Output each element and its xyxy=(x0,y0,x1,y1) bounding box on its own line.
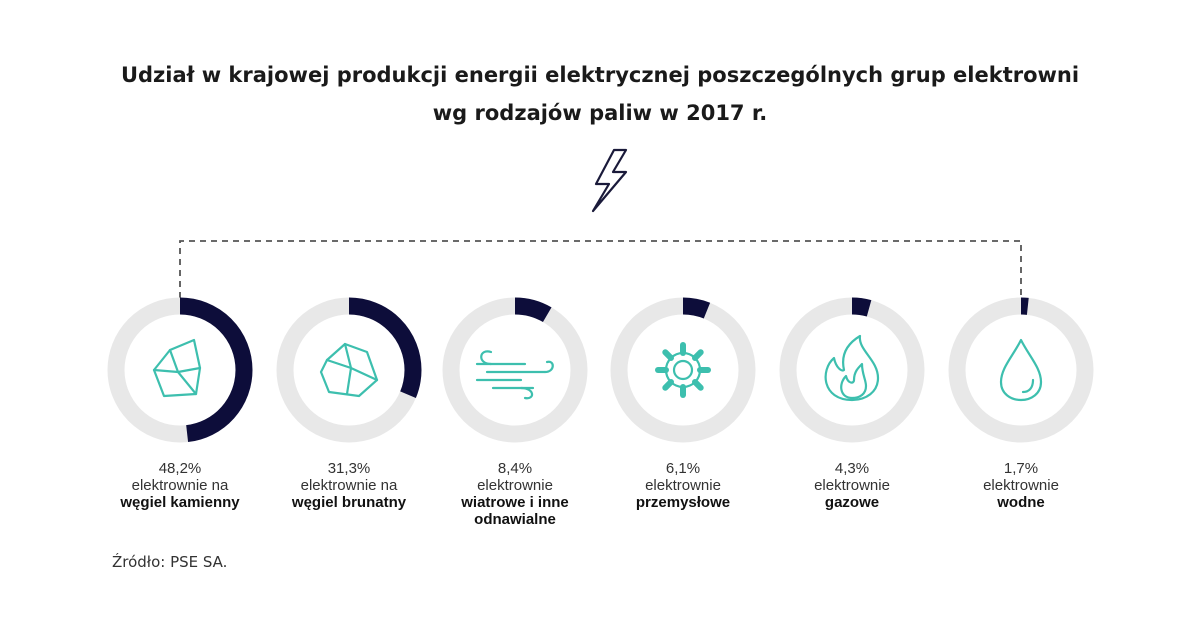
donut-label-2: 31,3% elektrownie na węgiel brunatny xyxy=(264,460,434,511)
category-label-line1: elektrownie xyxy=(983,477,1059,494)
category-label-line1: elektrownie xyxy=(477,477,553,494)
value-label: 31,3% xyxy=(327,460,371,477)
donut-value-arc xyxy=(948,297,1094,443)
donut-1 xyxy=(107,297,253,443)
source-note: Źródło: PSE SA. xyxy=(112,553,228,571)
lightning-icon xyxy=(591,148,628,213)
category-label-line1: elektrownie xyxy=(645,477,721,494)
donut-2 xyxy=(276,297,422,443)
category-label-line1: elektrownie xyxy=(814,477,890,494)
category-label-line2: węgiel kamienny xyxy=(120,494,240,511)
title-line-2: wg rodzajów paliw w 2017 r. xyxy=(432,101,768,125)
donut-label-4: 6,1% elektrownie przemysłowe xyxy=(598,460,768,511)
category-label-line1: elektrownie na xyxy=(131,477,229,494)
donut-label-1: 48,2% elektrownie na węgiel kamienny xyxy=(95,460,265,511)
donut-label-3: 8,4% elektrownie wiatrowe i inne odnawialne xyxy=(430,460,600,528)
category-label-line2: węgiel brunatny xyxy=(291,494,407,511)
donut-value-arc xyxy=(276,297,422,443)
coal-icon xyxy=(152,338,202,398)
category-label-line3: odnawialne xyxy=(474,511,556,528)
value-label: 6,1% xyxy=(665,460,701,477)
title-line-1: Udział w krajowej produkcji energii elek… xyxy=(120,63,1080,87)
donut-6 xyxy=(948,297,1094,443)
donut-label-6: 1,7% elektrownie wodne xyxy=(936,460,1106,511)
category-label-line2: gazowe xyxy=(824,494,880,511)
donut-track xyxy=(442,297,588,443)
value-label: 1,7% xyxy=(1003,460,1039,477)
value-label: 8,4% xyxy=(497,460,533,477)
donut-4 xyxy=(610,297,756,443)
flame-icon xyxy=(824,334,880,402)
donut-label-5: 4,3% elektrownie gazowe xyxy=(767,460,937,511)
connector-bracket xyxy=(179,240,1022,298)
gear-icon xyxy=(655,342,711,398)
value-label: 48,2% xyxy=(158,460,202,477)
donut-track xyxy=(948,297,1094,443)
donut-value-arc xyxy=(107,297,253,443)
donut-3 xyxy=(442,297,588,443)
donut-value-arc xyxy=(610,297,756,443)
category-label-line1: elektrownie na xyxy=(300,477,398,494)
lignite-icon xyxy=(319,342,379,398)
donut-value-arc xyxy=(442,297,588,443)
category-label-line2: wodne xyxy=(997,494,1045,511)
category-label-line2: wiatrowe i inne xyxy=(461,494,569,511)
category-label-line2: przemysłowe xyxy=(635,494,731,511)
donut-5 xyxy=(779,297,925,443)
donut-track xyxy=(610,297,756,443)
chart-title: Udział w krajowej produkcji energii elek… xyxy=(0,56,1200,132)
donut-value-arc xyxy=(779,297,925,443)
water-drop-icon xyxy=(999,338,1043,402)
wind-icon xyxy=(475,350,554,400)
value-label: 4,3% xyxy=(834,460,870,477)
donut-track xyxy=(779,297,925,443)
